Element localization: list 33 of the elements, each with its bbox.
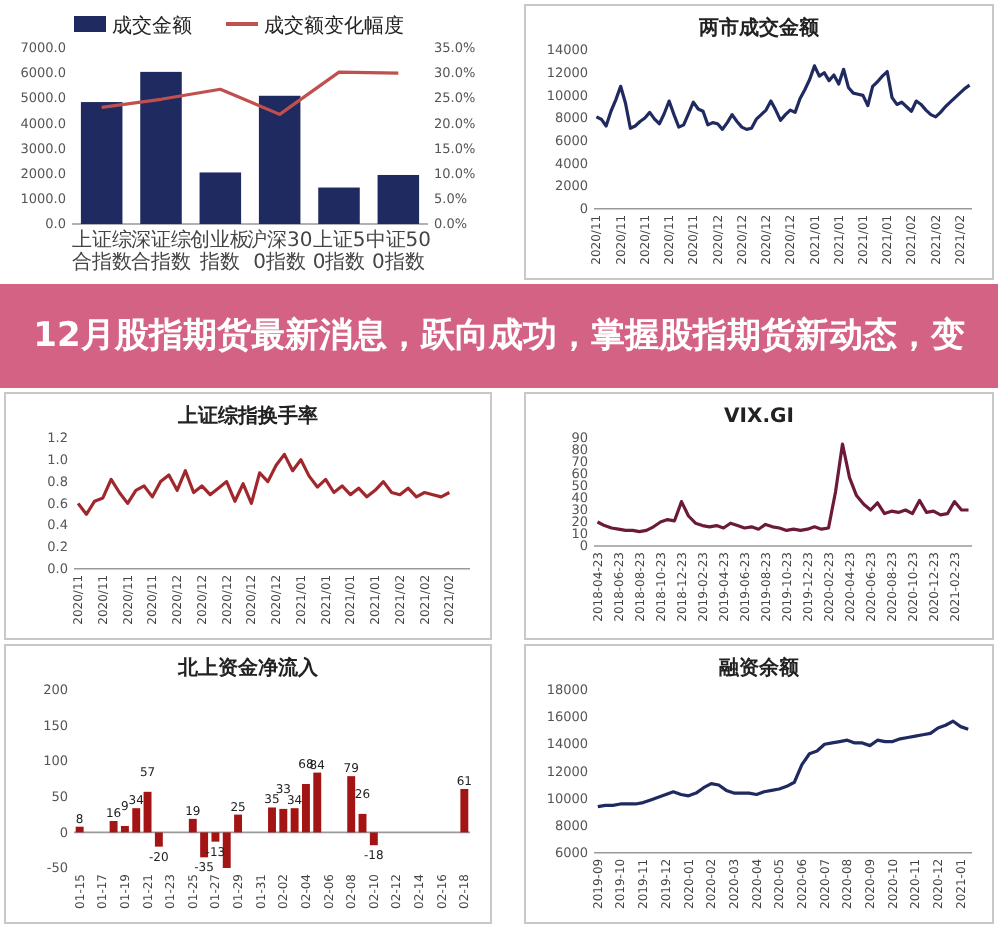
bar xyxy=(377,174,420,224)
bar xyxy=(80,102,123,224)
bar xyxy=(222,832,231,868)
bar xyxy=(369,832,378,846)
chart-title: 融资余额 xyxy=(719,656,801,680)
legend-label: 成交金额 xyxy=(112,14,192,38)
bar xyxy=(199,172,242,224)
bar xyxy=(154,832,163,847)
bar xyxy=(258,95,301,224)
x-tick-label: 中证500指数 xyxy=(365,228,432,274)
line-series xyxy=(594,64,972,131)
bar xyxy=(188,818,197,833)
bar xyxy=(347,776,356,833)
bar xyxy=(460,788,469,833)
bar xyxy=(234,814,243,833)
chart-title: VIX.GI xyxy=(724,406,794,428)
line-series xyxy=(596,719,970,809)
bar xyxy=(140,71,182,224)
line-series xyxy=(76,452,451,516)
bar xyxy=(318,187,360,224)
x-tick-label: 上证50指数 xyxy=(312,228,366,274)
chart-title: 两市成交金额 xyxy=(697,16,821,40)
line-series xyxy=(100,70,400,116)
text: 12月股指期货最新消息，跃向成功，掌握股指期货新动态，变 xyxy=(31,314,967,358)
chart-title: 上证综指换手率 xyxy=(176,404,318,428)
legend-label: 成交额变化幅度 xyxy=(264,14,404,38)
chart-title: 北上资金净流入 xyxy=(176,656,320,680)
x-tick-label: 深证综合指数 xyxy=(131,228,191,274)
x-tick-label: 沪深300指数 xyxy=(246,228,313,274)
line-series xyxy=(595,442,971,534)
bar xyxy=(143,791,152,833)
x-tick-label: 上证综合指数 xyxy=(71,228,132,274)
x-tick-label: 创业板指数 xyxy=(190,228,251,274)
